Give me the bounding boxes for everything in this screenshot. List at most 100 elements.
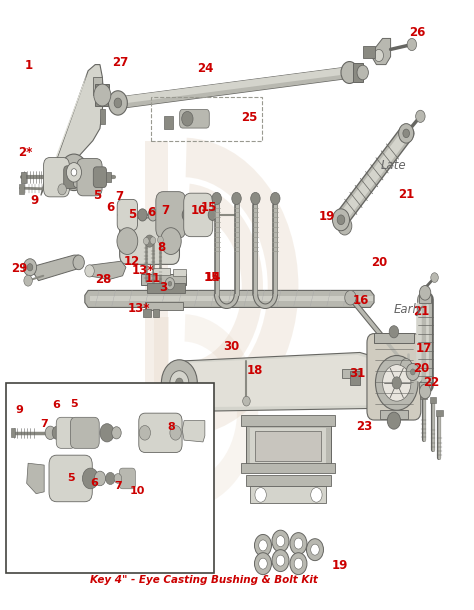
Bar [164,116,173,129]
Text: Early: Early [393,303,423,317]
Circle shape [431,273,438,282]
Circle shape [232,192,241,204]
Circle shape [182,208,192,221]
Circle shape [272,550,289,572]
Circle shape [182,112,193,126]
Wedge shape [184,314,258,509]
Circle shape [389,326,399,338]
Text: 16: 16 [353,293,369,307]
Text: 22: 22 [424,376,440,389]
Bar [241,415,335,426]
FancyBboxPatch shape [156,192,186,238]
Circle shape [332,209,349,231]
FancyBboxPatch shape [119,468,136,489]
Text: 13*: 13* [131,264,154,278]
Text: 10: 10 [130,486,146,496]
Text: 6: 6 [91,478,98,488]
Circle shape [416,110,425,123]
Circle shape [399,124,414,143]
Bar [143,309,152,317]
Text: 30: 30 [223,340,239,353]
Circle shape [45,426,55,439]
FancyBboxPatch shape [49,455,92,502]
Bar [241,463,335,473]
Bar [93,77,102,95]
Polygon shape [88,261,126,279]
Bar [95,84,109,106]
Circle shape [66,163,82,182]
Circle shape [73,255,84,270]
FancyBboxPatch shape [184,193,213,237]
Circle shape [58,184,66,195]
Text: 20: 20 [413,362,429,375]
Circle shape [144,237,149,245]
Text: 11: 11 [145,272,161,285]
Circle shape [255,487,266,502]
Polygon shape [372,38,391,65]
Bar [153,268,170,275]
Wedge shape [186,138,299,436]
Text: 8: 8 [157,241,165,254]
Circle shape [271,192,280,204]
Circle shape [24,275,32,286]
Text: 12: 12 [124,255,140,268]
Text: 9: 9 [31,194,39,207]
Text: 7: 7 [40,418,48,429]
Text: 10: 10 [191,204,207,217]
Circle shape [311,544,319,555]
Circle shape [71,169,77,176]
Bar [100,109,105,124]
Polygon shape [182,421,205,442]
Circle shape [82,468,99,489]
Text: 31: 31 [349,367,365,379]
Bar [250,486,326,503]
Circle shape [85,265,94,277]
Circle shape [357,65,368,80]
Bar [420,393,427,400]
FancyBboxPatch shape [73,167,87,187]
Text: 9: 9 [16,404,24,415]
Circle shape [60,154,88,190]
Circle shape [259,558,267,569]
Text: 7: 7 [114,481,122,492]
Text: 21: 21 [398,188,414,201]
Text: Key 4" - Eye Casting Bushing & Bolt Kit: Key 4" - Eye Casting Bushing & Bolt Kit [90,575,318,585]
Circle shape [345,290,356,305]
Circle shape [243,396,250,406]
Circle shape [139,426,151,440]
Bar [353,63,363,82]
Text: 3: 3 [160,281,168,295]
Text: 14: 14 [204,271,220,284]
Bar [147,284,185,293]
Bar [419,382,431,389]
Text: 5: 5 [67,473,74,484]
Text: 6: 6 [53,400,60,411]
Circle shape [112,427,121,439]
Polygon shape [185,355,394,407]
FancyBboxPatch shape [77,159,102,196]
Circle shape [307,539,323,561]
Circle shape [100,424,114,442]
Circle shape [375,356,418,411]
Circle shape [27,264,33,271]
Polygon shape [30,255,83,281]
Circle shape [272,530,289,552]
Circle shape [109,91,128,115]
Circle shape [94,471,106,486]
FancyBboxPatch shape [44,157,69,197]
Text: 28: 28 [96,273,112,286]
Text: 15: 15 [204,271,220,284]
Circle shape [259,540,267,551]
Circle shape [392,377,401,389]
Circle shape [114,98,122,108]
Text: 19: 19 [319,210,335,223]
Circle shape [114,473,122,483]
Text: 17: 17 [416,342,432,355]
Circle shape [106,472,115,484]
FancyBboxPatch shape [71,417,99,448]
Circle shape [294,538,303,549]
Text: 19: 19 [332,559,348,572]
FancyBboxPatch shape [56,417,76,448]
Circle shape [23,259,36,276]
Circle shape [383,365,411,401]
